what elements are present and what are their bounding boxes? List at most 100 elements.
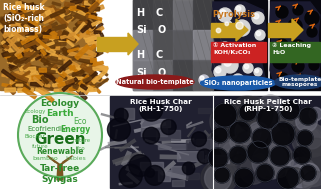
Circle shape (293, 146, 311, 164)
Bar (156, 130, 179, 140)
Bar (211, 42, 266, 62)
Bar (72, 65, 82, 69)
Bar (110, 96, 213, 188)
Bar (57, 67, 65, 75)
Bar (32, 45, 44, 57)
Bar (84, 60, 91, 65)
Bar (193, 0, 213, 30)
Bar (90, 26, 104, 36)
Bar (9, 60, 18, 67)
Bar (88, 2, 99, 13)
Bar (49, 43, 61, 47)
Bar (12, 80, 23, 89)
Bar (8, 57, 24, 62)
Bar (4, 34, 14, 41)
Circle shape (18, 93, 102, 177)
Bar (9, 64, 18, 71)
Bar (35, 29, 47, 38)
Circle shape (234, 20, 250, 36)
Bar (88, 51, 103, 60)
Bar (93, 67, 108, 70)
Circle shape (234, 168, 254, 188)
Bar (171, 167, 185, 177)
Circle shape (258, 120, 289, 150)
Bar (25, 52, 43, 57)
Circle shape (204, 130, 238, 163)
Bar (54, 11, 63, 20)
Bar (7, 38, 20, 53)
Text: Green: Green (34, 132, 86, 147)
Bar (45, 9, 52, 16)
Bar (51, 68, 62, 73)
Bar (63, 31, 69, 35)
Bar (2, 69, 16, 81)
Bar (41, 54, 58, 61)
Bar (9, 62, 15, 68)
Bar (23, 12, 37, 24)
Bar (270, 0, 321, 90)
Bar (29, 39, 42, 48)
Bar (67, 35, 75, 41)
Polygon shape (270, 2, 320, 88)
Circle shape (236, 22, 243, 29)
Bar (62, 78, 77, 91)
Bar (88, 53, 93, 57)
Circle shape (256, 31, 261, 36)
Bar (3, 32, 10, 38)
Bar (81, 8, 95, 16)
Bar (85, 9, 99, 23)
Bar (15, 45, 22, 48)
Circle shape (302, 171, 321, 189)
Bar (270, 42, 320, 62)
Bar (44, 60, 50, 65)
Bar (53, 81, 68, 87)
Bar (4, 33, 15, 41)
Bar (0, 0, 95, 90)
Text: Renewable: Renewable (36, 146, 84, 156)
Bar (29, 78, 33, 81)
Circle shape (266, 132, 280, 146)
Bar (77, 6, 88, 11)
Bar (35, 15, 42, 22)
Bar (52, 13, 68, 27)
Bar (30, 41, 43, 46)
Bar (73, 2, 79, 7)
Bar (27, 22, 35, 28)
Bar (87, 44, 96, 53)
Bar (65, 2, 74, 8)
Bar (40, 57, 49, 61)
Bar (81, 24, 91, 33)
Bar (12, 52, 25, 54)
Circle shape (287, 167, 304, 185)
Circle shape (288, 19, 302, 33)
Bar (91, 20, 102, 26)
Bar (1, 40, 15, 55)
Circle shape (239, 103, 257, 121)
Bar (58, 60, 72, 72)
Circle shape (273, 147, 286, 160)
Polygon shape (212, 2, 266, 88)
Bar (2, 74, 19, 78)
Bar (62, 68, 74, 75)
Circle shape (145, 166, 165, 185)
Circle shape (277, 167, 299, 189)
Bar (72, 70, 84, 77)
Bar (78, 21, 87, 24)
Bar (41, 27, 50, 33)
Bar (34, 46, 49, 56)
Bar (52, 9, 68, 13)
Bar (47, 22, 57, 29)
Bar (73, 7, 82, 17)
Bar (64, 34, 80, 42)
Circle shape (287, 166, 306, 184)
Bar (42, 26, 57, 37)
Bar (76, 62, 89, 73)
Bar (49, 42, 66, 46)
Bar (74, 84, 88, 94)
Bar (79, 10, 97, 17)
Bar (11, 5, 27, 8)
Circle shape (208, 148, 228, 168)
Bar (7, 85, 16, 95)
Text: Energy: Energy (60, 125, 90, 135)
Circle shape (199, 75, 209, 85)
